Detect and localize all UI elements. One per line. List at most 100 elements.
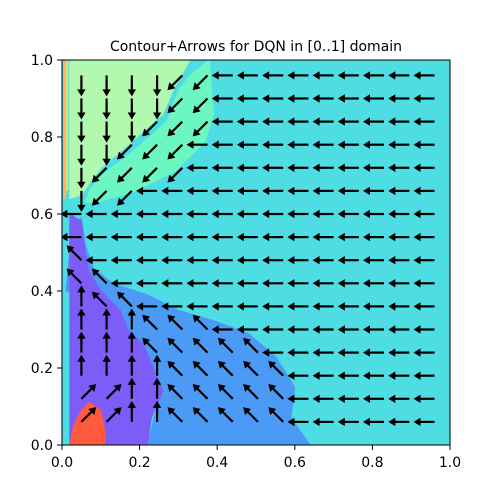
arrow (262, 117, 284, 126)
arrow (312, 186, 334, 196)
arrow (211, 325, 233, 334)
arrow (77, 308, 86, 330)
arrow (287, 71, 309, 80)
arrow (211, 209, 233, 219)
arrow (287, 394, 309, 403)
arrow (363, 209, 384, 219)
arrow (80, 384, 97, 400)
arrow (337, 325, 359, 334)
arrow (91, 167, 108, 183)
arrow (62, 232, 82, 242)
arrow (161, 279, 183, 288)
arrow (413, 140, 435, 149)
arrow (243, 360, 259, 377)
y-tick-label: 0.8 (31, 130, 53, 146)
arrow (211, 279, 233, 288)
y-tick-label: 0.0 (31, 438, 53, 454)
arrow (337, 163, 359, 172)
arrow (337, 302, 359, 311)
arrow (243, 337, 259, 354)
arrow (337, 209, 359, 219)
arrow (192, 74, 209, 91)
x-tick-label: 0.4 (206, 455, 228, 471)
arrow (312, 163, 334, 172)
arrow (287, 325, 309, 334)
arrow (167, 407, 184, 423)
arrow (167, 360, 184, 377)
arrow (268, 360, 284, 377)
arrow (77, 354, 86, 376)
arrow (287, 186, 309, 196)
arrow (152, 98, 162, 120)
arrow (388, 209, 410, 219)
arrow (388, 256, 410, 265)
arrow (287, 348, 309, 357)
arrow (243, 384, 259, 400)
arrow (236, 71, 258, 80)
arrow (211, 186, 233, 196)
arrow (363, 94, 384, 103)
arrow (363, 371, 384, 380)
arrow (337, 417, 359, 427)
arrow (142, 314, 158, 331)
arrow (268, 384, 284, 400)
arrow (142, 143, 158, 160)
arrow (312, 325, 334, 334)
arrow (337, 186, 359, 196)
arrow (167, 337, 184, 354)
arrow (262, 140, 284, 149)
x-tick-label: 0.6 (284, 455, 306, 471)
arrow (161, 232, 183, 242)
arrow (211, 140, 233, 149)
arrow (167, 384, 184, 400)
arrow (236, 117, 258, 126)
y-tick-label: 0.2 (31, 361, 53, 377)
arrow (127, 331, 136, 353)
arrow (152, 400, 162, 422)
arrow (110, 279, 132, 288)
arrow (312, 302, 334, 311)
arrow (127, 354, 136, 376)
arrow (413, 209, 435, 219)
arrow (62, 209, 82, 219)
arrow (388, 325, 410, 334)
arrow (363, 394, 384, 403)
arrow (110, 232, 132, 242)
arrow (363, 232, 384, 242)
arrow (127, 400, 136, 422)
arrow (337, 232, 359, 242)
arrow (167, 97, 184, 114)
arrow (262, 163, 284, 172)
arrow (287, 140, 309, 149)
y-tick-label: 0.4 (31, 284, 53, 300)
arrow (413, 394, 435, 403)
arrow (262, 302, 284, 311)
arrow (211, 94, 233, 103)
arrow (243, 407, 259, 423)
arrow (312, 209, 334, 219)
arrow (102, 144, 111, 166)
arrow (152, 75, 162, 97)
arrow (337, 71, 359, 80)
arrow (236, 163, 258, 172)
arrow (388, 163, 410, 172)
arrow (287, 94, 309, 103)
arrow (192, 97, 209, 114)
arrow (363, 325, 384, 334)
arrow (236, 232, 258, 242)
arrow (236, 256, 258, 265)
arrow (152, 377, 162, 399)
arrow (388, 186, 410, 196)
arrow (287, 279, 309, 288)
arrow (363, 140, 384, 149)
arrow (211, 117, 233, 126)
arrow (262, 232, 284, 242)
arrow (337, 371, 359, 380)
arrow (186, 232, 208, 242)
y-tick-label: 1.0 (31, 53, 53, 69)
y-axis: 0.0 0.2 0.4 0.6 0.8 1.0 (31, 53, 62, 454)
arrow (337, 348, 359, 357)
arrow (136, 232, 158, 242)
arrow (236, 94, 258, 103)
arrow (363, 186, 384, 196)
